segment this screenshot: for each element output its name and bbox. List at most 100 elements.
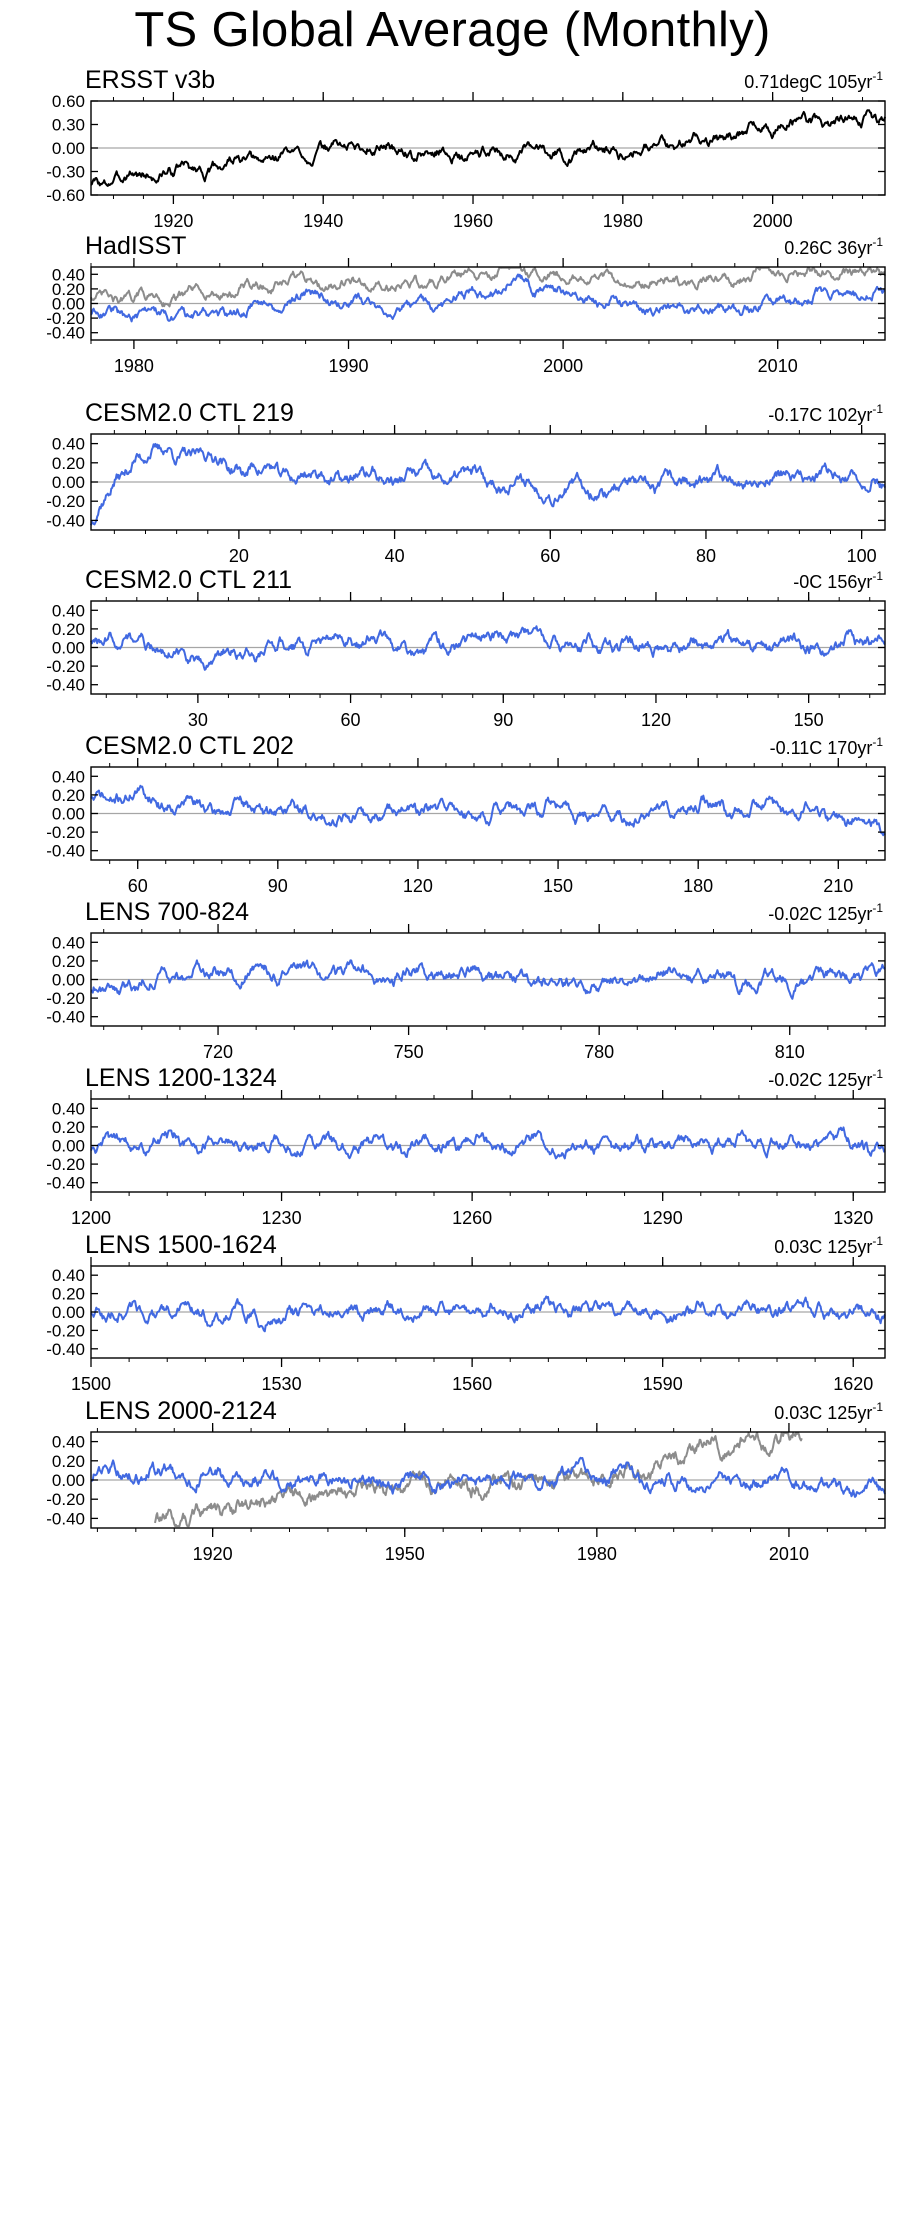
panel-title: LENS 2000-2124	[85, 1397, 277, 1425]
panel-5: -0.40-0.200.000.200.40 60 90 120 150 180 210 CE…	[46, 732, 886, 896]
panel-title: LENS 1200-1324	[85, 1064, 277, 1092]
x-tick-label: 1530	[262, 1374, 302, 1394]
panel-6: -0.40-0.200.000.200.40 720 750 780 810 LENS 7…	[46, 898, 886, 1062]
trend-label: 0.71degC 105yr-1	[744, 69, 883, 92]
panel-2: -0.40-0.200.000.200.40 1980 1990 2000 2010 Ha…	[46, 232, 886, 376]
series-line-1	[90, 109, 886, 187]
y-tick-label: -0.40	[46, 676, 85, 695]
y-tick-label: 0.00	[52, 639, 85, 658]
x-tick-label: 1980	[603, 211, 643, 231]
y-tick-label: 0.20	[52, 620, 85, 639]
x-tick-label: 1200	[71, 1208, 111, 1228]
series-line-1	[90, 959, 886, 1000]
y-tick-label: 0.40	[52, 1433, 85, 1452]
y-tick-label: 0.40	[52, 265, 85, 284]
y-tick-label: 0.40	[52, 435, 85, 454]
x-tick-label: 120	[641, 710, 671, 730]
x-tick-label: 1290	[643, 1208, 683, 1228]
x-tick-label: 210	[823, 876, 853, 896]
x-tick-label: 1980	[577, 1544, 617, 1564]
y-tick-label: 0.20	[52, 952, 85, 971]
panel-title: LENS 1500-1624	[85, 1231, 277, 1259]
y-tick-label: -0.20	[46, 309, 85, 328]
y-tick-label: 0.20	[52, 1118, 85, 1137]
series-line-1	[90, 266, 886, 308]
series-line-1	[154, 1432, 803, 1528]
y-tick-label: -0.20	[46, 1490, 85, 1509]
x-tick-label: 1920	[193, 1544, 233, 1564]
x-tick-label: 1590	[643, 1374, 683, 1394]
y-tick-label: 0.60	[52, 92, 85, 111]
x-tick-label: 90	[493, 710, 513, 730]
y-tick-label: -0.40	[46, 324, 85, 343]
x-tick-label: 1320	[833, 1208, 873, 1228]
page-title: TS Global Average (Monthly)	[134, 3, 771, 57]
y-tick-label: -0.40	[46, 842, 85, 861]
trend-label: 0.26C 36yr-1	[784, 235, 883, 258]
trend-label: -0.11C 170yr-1	[770, 735, 884, 758]
x-tick-label: 780	[584, 1042, 614, 1062]
y-tick-label: -0.40	[46, 1008, 85, 1027]
y-tick-label: -0.20	[46, 1321, 85, 1340]
x-tick-label: 150	[543, 876, 573, 896]
panel-9: -0.40-0.200.000.200.40 1920 1950 1980 2010 LE…	[46, 1397, 886, 1564]
y-tick-label: -0.20	[46, 823, 85, 842]
panel-1: -0.60 -0.30 0.00 0.30 0.60 1920 1940 1960 1980 20…	[46, 66, 886, 231]
trend-label: -0.17C 102yr-1	[768, 402, 883, 425]
y-tick-label: 0.30	[52, 116, 85, 135]
x-tick-label: 2010	[758, 356, 798, 376]
y-tick-label: -0.60	[46, 186, 85, 205]
trend-label: 0.03C 125yr-1	[774, 1400, 883, 1423]
y-tick-label: 0.40	[52, 767, 85, 786]
trend-label: -0C 156yr-1	[793, 569, 883, 592]
x-tick-label: 1260	[452, 1208, 492, 1228]
series-line-1	[90, 442, 886, 526]
y-tick-label: 0.20	[52, 1452, 85, 1471]
x-tick-label: 1560	[452, 1374, 492, 1394]
y-tick-label: 0.20	[52, 454, 85, 473]
y-tick-label: 0.00	[52, 1471, 85, 1490]
x-tick-label: 20	[229, 546, 249, 566]
series-line-2	[90, 273, 886, 323]
y-tick-label: 0.40	[52, 933, 85, 952]
panel-8: -0.40-0.200.000.200.40 1500 1530 1560 1590 16…	[46, 1231, 886, 1394]
x-tick-label: 100	[847, 546, 877, 566]
x-tick-label: 1950	[385, 1544, 425, 1564]
panel-title: ERSST v3b	[85, 66, 215, 94]
x-tick-label: 60	[540, 546, 560, 566]
y-tick-label: -0.30	[46, 163, 85, 182]
x-tick-label: 120	[403, 876, 433, 896]
x-tick-label: 180	[683, 876, 713, 896]
x-tick-label: 2000	[753, 211, 793, 231]
y-tick-label: -0.20	[46, 1155, 85, 1174]
x-tick-label: 30	[188, 710, 208, 730]
x-tick-label: 750	[394, 1042, 424, 1062]
x-tick-label: 60	[341, 710, 361, 730]
x-tick-label: 60	[128, 876, 148, 896]
panel-title: CESM2.0 CTL 211	[85, 566, 292, 594]
y-tick-label: 0.00	[52, 971, 85, 990]
x-tick-label: 720	[203, 1042, 233, 1062]
series-line-1	[90, 784, 886, 837]
y-tick-label: -0.40	[46, 1509, 85, 1528]
x-tick-label: 90	[268, 876, 288, 896]
x-tick-label: 1960	[453, 211, 493, 231]
y-tick-label: -0.20	[46, 989, 85, 1008]
trend-label: 0.03C 125yr-1	[774, 1234, 883, 1257]
x-tick-label: 1920	[153, 211, 193, 231]
x-tick-label: 1620	[833, 1374, 873, 1394]
x-tick-label: 150	[794, 710, 824, 730]
y-tick-label: 0.00	[52, 1303, 85, 1322]
x-tick-label: 1230	[262, 1208, 302, 1228]
y-tick-label: 0.00	[52, 295, 85, 314]
y-tick-label: 0.40	[52, 1099, 85, 1118]
panel-4: -0.40-0.200.000.200.40 30 60 90 120 150 CESM2.…	[46, 566, 886, 730]
y-tick-label: -0.20	[46, 492, 85, 511]
series-line-1	[90, 1126, 886, 1160]
y-tick-label: 0.00	[52, 805, 85, 824]
panel-title: CESM2.0 CTL 219	[85, 399, 294, 427]
series-line-1	[90, 1295, 886, 1333]
y-tick-label: 0.40	[52, 1266, 85, 1285]
series-line-2	[90, 1456, 886, 1498]
x-tick-label: 1980	[114, 356, 154, 376]
